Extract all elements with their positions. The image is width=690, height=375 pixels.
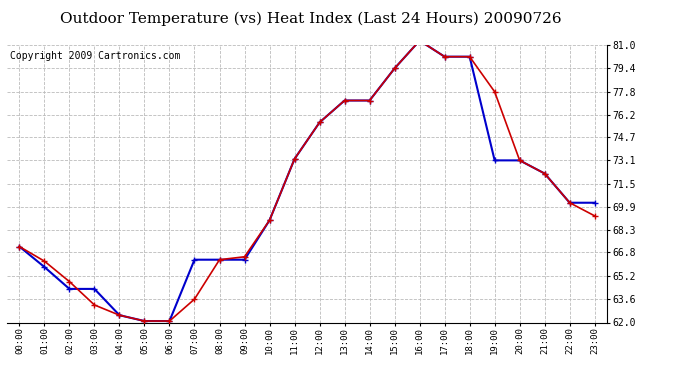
Text: Copyright 2009 Cartronics.com: Copyright 2009 Cartronics.com [10, 51, 180, 60]
Text: Outdoor Temperature (vs) Heat Index (Last 24 Hours) 20090726: Outdoor Temperature (vs) Heat Index (Las… [60, 11, 561, 26]
